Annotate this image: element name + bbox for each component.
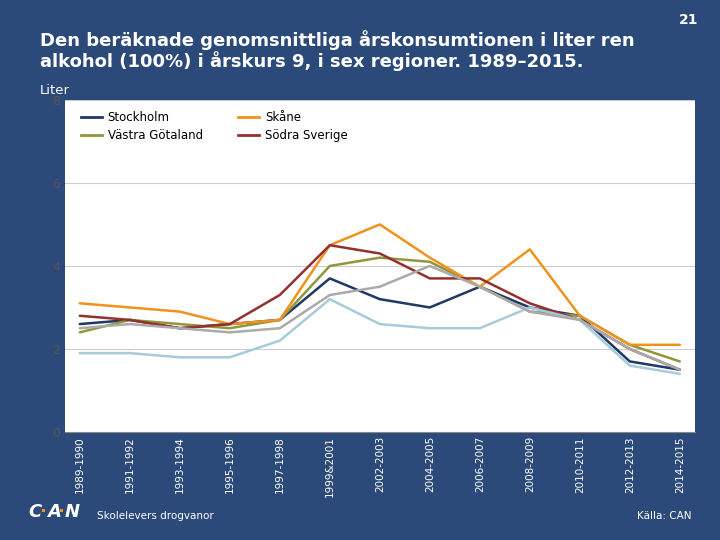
Text: 21: 21 xyxy=(679,14,698,28)
Västra Götaland xyxy=(225,325,234,332)
Skåne xyxy=(125,304,134,310)
Skåne xyxy=(575,313,584,319)
Västra Götaland xyxy=(276,316,284,323)
Stockholm xyxy=(125,316,134,323)
Södra Sverige xyxy=(225,321,234,327)
Västra Götaland xyxy=(426,259,434,265)
Text: Den beräknade genomsnittliga årskonsumtionen i liter ren: Den beräknade genomsnittliga årskonsumti… xyxy=(40,30,634,50)
Södra Sverige xyxy=(376,250,384,256)
Södra Sverige xyxy=(675,367,684,373)
Stockholm xyxy=(276,316,284,323)
Södra Sverige xyxy=(325,242,334,248)
Line: Södra Sverige: Södra Sverige xyxy=(80,245,680,370)
Text: ·: · xyxy=(58,503,65,521)
Stockholm xyxy=(376,296,384,302)
Skåne xyxy=(626,342,634,348)
Stockholm xyxy=(325,275,334,282)
Text: ·: · xyxy=(40,503,47,521)
Stockholm xyxy=(526,304,534,310)
Södra Sverige xyxy=(76,313,84,319)
Text: Källa: CAN: Källa: CAN xyxy=(636,511,691,521)
Stockholm xyxy=(76,321,84,327)
Västra Götaland xyxy=(176,321,184,327)
Stockholm xyxy=(225,321,234,327)
Södra Sverige xyxy=(526,300,534,307)
Skåne xyxy=(225,321,234,327)
Södra Sverige xyxy=(626,346,634,352)
Text: Liter: Liter xyxy=(40,84,70,97)
Line: Stockholm: Stockholm xyxy=(80,279,680,370)
Skåne xyxy=(325,242,334,248)
Västra Götaland xyxy=(125,316,134,323)
Stockholm xyxy=(475,284,484,290)
Västra Götaland xyxy=(76,329,84,335)
Södra Sverige xyxy=(426,275,434,282)
Stockholm xyxy=(626,358,634,365)
Line: Västra Götaland: Västra Götaland xyxy=(80,258,680,361)
Stockholm xyxy=(575,313,584,319)
Södra Sverige xyxy=(176,325,184,332)
Skåne xyxy=(276,316,284,323)
Text: C: C xyxy=(29,503,42,521)
Stockholm xyxy=(176,325,184,332)
Skåne xyxy=(76,300,84,307)
Västra Götaland xyxy=(675,358,684,365)
Skåne xyxy=(526,246,534,253)
Skåne xyxy=(675,342,684,348)
Västra Götaland xyxy=(575,313,584,319)
Skåne xyxy=(176,308,184,315)
Västra Götaland xyxy=(626,342,634,348)
Text: alkohol (100%) i årskurs 9, i sex regioner. 1989–2015.: alkohol (100%) i årskurs 9, i sex region… xyxy=(40,51,583,71)
Text: N: N xyxy=(65,503,80,521)
Legend: Stockholm, Västra Götaland, Skåne, Södra Sverige: Stockholm, Västra Götaland, Skåne, Södra… xyxy=(77,107,351,145)
Västra Götaland xyxy=(376,254,384,261)
Västra Götaland xyxy=(475,284,484,290)
Södra Sverige xyxy=(575,316,584,323)
Västra Götaland xyxy=(526,308,534,315)
Text: A: A xyxy=(47,503,60,521)
Västra Götaland xyxy=(325,263,334,269)
Stockholm xyxy=(426,304,434,310)
Text: Skolelevers drogvanor: Skolelevers drogvanor xyxy=(97,511,214,521)
Södra Sverige xyxy=(475,275,484,282)
Line: Skåne: Skåne xyxy=(80,225,680,345)
Södra Sverige xyxy=(276,292,284,298)
Skåne xyxy=(376,221,384,228)
Skåne xyxy=(426,254,434,261)
Södra Sverige xyxy=(125,316,134,323)
Stockholm xyxy=(675,367,684,373)
Skåne xyxy=(475,284,484,290)
